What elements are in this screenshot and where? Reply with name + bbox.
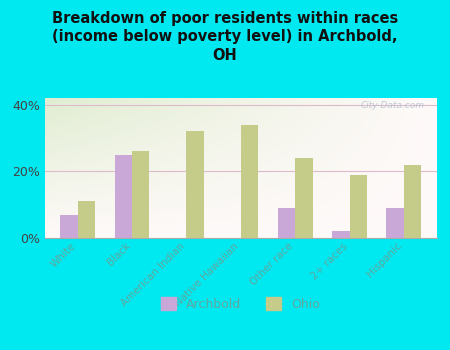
Legend: Archbold, Ohio: Archbold, Ohio	[156, 292, 325, 316]
Bar	[278, 208, 295, 238]
Bar	[332, 231, 350, 238]
Bar	[77, 201, 95, 238]
Bar	[132, 151, 149, 238]
Text: City-Data.com: City-Data.com	[361, 101, 425, 110]
Bar	[60, 215, 77, 238]
Bar	[241, 125, 258, 238]
Bar	[115, 155, 132, 238]
Bar	[295, 158, 313, 238]
Text: Breakdown of poor residents within races
(income below poverty level) in Archbol: Breakdown of poor residents within races…	[52, 10, 398, 63]
Bar	[350, 175, 367, 238]
Bar	[186, 131, 204, 238]
Bar	[404, 164, 421, 238]
Bar	[387, 208, 404, 238]
